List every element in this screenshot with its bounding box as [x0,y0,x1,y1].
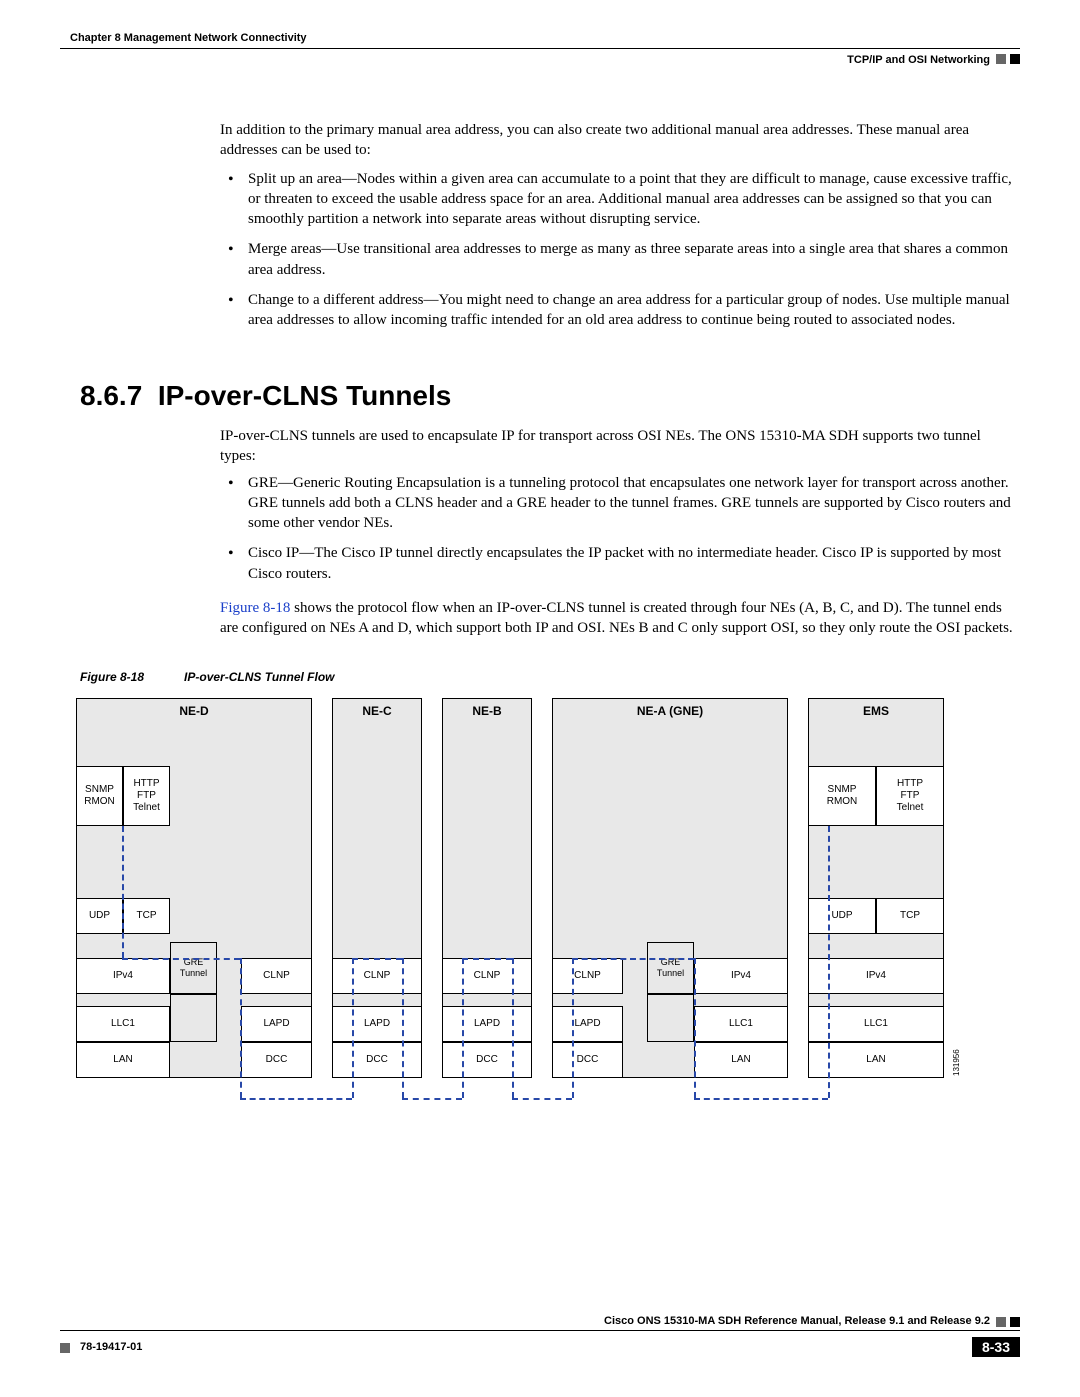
bullet: GRE—Generic Routing Encapsulation is a t… [220,473,1020,534]
cell-ipv4: IPv4 [76,958,170,994]
flow-line [122,958,240,960]
cell-clnp: CLNP [552,958,623,994]
cell-gre: GRE Tunnel [170,942,217,994]
tunnel-flow-diagram: NE-D SNMP RMON HTTP FTP Telnet UDP TCP I… [76,698,984,1118]
cell-dcc: DCC [442,1042,532,1078]
figure-caption: Figure 8-18IP-over-CLNS Tunnel Flow [80,670,334,684]
cell-http: HTTP FTP Telnet [876,766,944,826]
cell-ipv4: IPv4 [694,958,788,994]
header-decor [1010,54,1020,64]
para: Figure 8-18 shows the protocol flow when… [220,598,1020,639]
cell-dcc: DCC [241,1042,312,1078]
flow-line [694,958,696,1098]
flow-line [512,958,514,1098]
flow-line [352,958,402,960]
flow-line [828,826,830,1098]
cell-dcc: DCC [332,1042,422,1078]
flow-line [462,958,464,1098]
flow-line [240,958,242,1098]
footer-rule [60,1330,1020,1331]
cell-lapd: LAPD [552,1006,623,1042]
section-heading: 8.6.7 IP-over-CLNS Tunnels [80,380,451,412]
cell-clnp: CLNP [332,958,422,994]
bullet: Change to a different address—You might … [220,290,1020,331]
bullet: Split up an area—Nodes within a given ar… [220,169,1020,230]
stack-header: NE-B [443,699,531,724]
flow-line [512,1098,572,1100]
cell-clnp: CLNP [442,958,532,994]
flow-line [462,958,512,960]
cell-tcp: TCP [876,898,944,934]
cell-udp: UDP [76,898,123,934]
cell-lan: LAN [76,1042,170,1078]
flow-line [402,1098,462,1100]
cell-lapd: LAPD [442,1006,532,1042]
section-label: TCP/IP and OSI Networking [847,54,990,66]
figure-id: 131956 [952,1049,961,1076]
footer-doc-number: 78-19417-01 [80,1341,142,1353]
flow-line [694,1098,828,1100]
footer-decor [996,1317,1006,1327]
stack-header: NE-A (GNE) [553,699,787,724]
para: IP-over-CLNS tunnels are used to encapsu… [220,426,1020,467]
stack-header: NE-D [77,699,311,724]
cell-tcp: TCP [123,898,170,934]
cell-udp: UDP [808,898,876,934]
flow-line [122,826,124,958]
cell-snmp: SNMP RMON [76,766,123,826]
footer-decor [1010,1317,1020,1327]
header-rule [60,48,1020,49]
cell-llc1: LLC1 [76,1006,170,1042]
cell-snmp: SNMP RMON [808,766,876,826]
header-decor [996,54,1006,64]
flow-line [402,958,404,1098]
bullet: Cisco IP—The Cisco IP tunnel directly en… [220,543,1020,584]
cell-http: HTTP FTP Telnet [123,766,170,826]
body-text: In addition to the primary manual area a… [220,120,1020,344]
cell-blank [170,994,217,1042]
flow-line [240,1098,352,1100]
cell-blank [647,994,694,1042]
flow-line [352,958,354,1098]
footer-decor [60,1343,70,1353]
body-text: IP-over-CLNS tunnels are used to encapsu… [220,426,1020,638]
chapter-label: Chapter 8 Management Network Connectivit… [70,32,307,44]
bullet: Merge areas—Use transitional area addres… [220,239,1020,280]
page-number: 8-33 [972,1337,1020,1357]
stack-header: EMS [809,699,943,724]
cell-clnp: CLNP [241,958,312,994]
cell-lan: LAN [694,1042,788,1078]
para: In addition to the primary manual area a… [220,120,1020,161]
figure-link[interactable]: Figure 8-18 [220,600,290,616]
flow-line [572,958,694,960]
cell-gre: GRE Tunnel [647,942,694,994]
cell-llc1: LLC1 [694,1006,788,1042]
cell-dcc: DCC [552,1042,623,1078]
flow-line [572,958,574,1098]
footer-manual: Cisco ONS 15310-MA SDH Reference Manual,… [604,1315,990,1327]
stack-header: NE-C [333,699,421,724]
cell-lapd: LAPD [241,1006,312,1042]
cell-lapd: LAPD [332,1006,422,1042]
